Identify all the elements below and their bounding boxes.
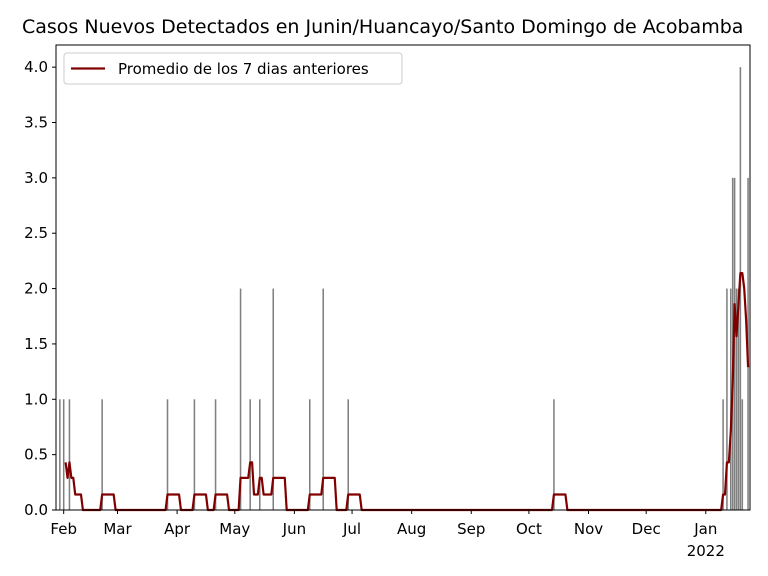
y-tick-label: 3.0 [24,169,48,187]
bar [101,399,103,510]
x-tick-label: Mar [103,520,132,538]
x-tick-label: Jan [693,520,717,538]
bar [726,288,728,510]
bars-layer [59,67,749,511]
bar [68,399,71,510]
legend-box [63,52,403,85]
axes-layer: 0.0 0.5 1.0 1.5 2.0 2.5 3.0 3.5 4.0 Feb Mar Apr May J… [24,44,751,560]
bar [166,399,169,510]
bar [347,399,349,510]
y-tick-label: 0.0 [24,501,48,519]
y-tick-label: 4.0 [24,58,48,76]
y-tick-label: 0.5 [24,446,48,464]
bar [722,399,724,510]
y-tick-label: 1.5 [24,335,48,353]
x-tick-label: May [219,520,250,538]
bar [59,399,61,510]
x-tick-sublabel: 2022 [687,542,725,560]
bar [249,399,251,510]
bar [308,399,311,510]
x-tick-label: Jul [342,520,361,538]
bar [62,399,65,510]
bar [239,288,242,510]
bar [735,288,738,510]
legend: Promedio de los 7 dias anteriores [63,52,403,85]
bar [730,288,732,510]
y-tick-label: 2.0 [24,280,48,298]
bar [259,399,261,510]
y-tick-label: 1.0 [24,390,48,408]
bar [214,399,217,510]
x-tick-label: Sep [457,520,485,538]
chart-title: Casos Nuevos Detectados en Junin/Huancay… [22,16,744,38]
x-tick-label: Aug [397,520,426,538]
y-tick-label: 2.5 [24,224,48,242]
x-tick-label: Apr [164,520,191,538]
bar [741,399,744,510]
x-tick-label: Feb [50,520,77,538]
x-tick-label: Nov [574,520,603,538]
legend-label: Promedio de los 7 dias anteriores [118,60,369,78]
x-tick-label: Jun [282,520,306,538]
x-tick-label: Oct [516,520,542,538]
x-tick-label: Dec [632,520,661,538]
bar [322,288,324,510]
y-tick-label: 3.5 [24,114,48,132]
plot-frame [55,44,751,511]
bar [737,288,740,510]
bar [272,288,275,510]
bar [553,399,555,510]
bar [193,399,196,510]
